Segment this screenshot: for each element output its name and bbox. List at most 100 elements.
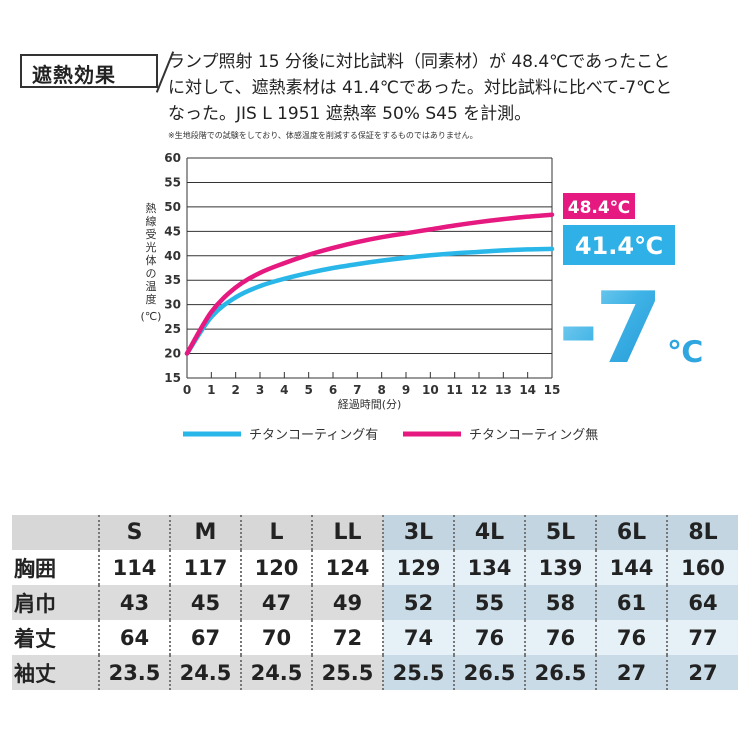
- size-value-cell: 76: [453, 620, 525, 655]
- size-row-label: 着丈: [14, 626, 56, 651]
- disclaimer-note: ※生地段階での試験をしており、体感温度を削減する保証をするものではありません。: [168, 131, 478, 140]
- y-tick-label: 60: [164, 151, 181, 165]
- description-line: に対して、遮熱素材は 41.4℃であった。対比試料に比べて-7℃と: [168, 78, 673, 98]
- description-line: ランプ照射 15 分後に対比試料（同素材）が 48.4℃であったこと: [168, 52, 671, 72]
- description-line: なった。JIS L 1951 遮熱率 50% S45 を計測。: [168, 104, 532, 124]
- x-tick-label: 5: [304, 383, 312, 397]
- badge-label: 遮熱効果: [32, 63, 116, 87]
- size-value-cell: 27: [666, 655, 738, 690]
- y-axis-title-char: 受: [146, 228, 157, 241]
- series-line-coated: [184, 246, 555, 356]
- size-value-cell: 58: [524, 585, 596, 620]
- y-axis-title-char: 熱: [146, 202, 157, 215]
- y-tick-label: 55: [164, 175, 181, 189]
- x-tick-label: 14: [519, 383, 536, 397]
- size-header-cell: 8L: [666, 515, 738, 550]
- size-row: 袖丈 23.5 24.5 24.5 25.5 25.5 26.5 26.5 27 27: [12, 655, 738, 690]
- y-axis-title-char: 体: [146, 253, 157, 267]
- size-header-cell: 5L: [524, 515, 596, 550]
- description: ランプ照射 15 分後に対比試料（同素材）が 48.4℃であったこと に対して、…: [168, 49, 743, 127]
- size-value-cell: 24.5: [240, 655, 312, 690]
- y-axis-title-char: 度: [146, 292, 157, 306]
- y-axis-title-char: 線: [146, 214, 157, 228]
- size-header-cell: 4L: [453, 515, 525, 550]
- x-tick-label: 15: [544, 383, 561, 397]
- size-value-cell: 139: [524, 550, 596, 585]
- size-value-cell: 52: [382, 585, 454, 620]
- x-tick-label: 3: [256, 383, 264, 397]
- x-tick-label: 8: [377, 383, 385, 397]
- size-row-label: 袖丈: [14, 661, 56, 686]
- size-value-cell: 74: [382, 620, 454, 655]
- y-tick-label: 45: [164, 224, 181, 238]
- size-value-cell: 134: [453, 550, 525, 585]
- size-value-cell: 67: [169, 620, 241, 655]
- size-value-cell: 64: [666, 585, 738, 620]
- diff-value: -7: [558, 272, 659, 386]
- x-tick-label: 4: [280, 383, 288, 397]
- size-value-cell: 26.5: [524, 655, 596, 690]
- x-tick-label: 12: [471, 383, 488, 397]
- size-value-cell: 45: [169, 585, 241, 620]
- size-value-cell: 144: [595, 550, 667, 585]
- size-value-cell: 25.5: [382, 655, 454, 690]
- size-header-cell: 3L: [382, 515, 454, 550]
- size-header-cell: LL: [311, 515, 383, 550]
- x-tick-label: 7: [353, 383, 361, 397]
- y-tick-label: 50: [164, 200, 181, 214]
- diff-unit: ℃: [667, 335, 703, 370]
- y-tick-label: 30: [164, 298, 181, 312]
- y-axis-title-char: 光: [146, 240, 157, 254]
- size-value-cell: 27: [595, 655, 667, 690]
- size-value-cell: 47: [240, 585, 312, 620]
- y-tick-label: 35: [164, 273, 181, 287]
- y-tick-label: 15: [164, 371, 181, 385]
- x-tick-label: 1: [207, 383, 215, 397]
- size-header-cell: L: [240, 515, 312, 550]
- size-row: 着丈 64 67 70 72 74 76 76 76 77: [12, 620, 738, 655]
- size-value-cell: 124: [311, 550, 383, 585]
- size-header-cell: 6L: [595, 515, 667, 550]
- hot-temp-badge: [563, 193, 635, 219]
- header-corner: [12, 515, 99, 550]
- size-value-cell: 114: [98, 550, 170, 585]
- x-tick-label: 11: [446, 383, 463, 397]
- size-header-cell: M: [169, 515, 241, 550]
- size-row-label: 肩巾: [14, 591, 56, 616]
- series-line-uncoated: [184, 212, 555, 356]
- size-table: S M L LL 3L 4L 5L 6L 8L 胸囲 114 117 120 124 129 134 139 1…: [12, 515, 738, 690]
- y-axis-unit: (℃): [141, 310, 162, 323]
- cool-temp-label: 41.4℃: [575, 232, 663, 260]
- size-row: 胸囲 114 117 120 124 129 134 139 144 160: [12, 550, 738, 585]
- size-value-cell: 64: [98, 620, 170, 655]
- legend-label: チタンコーティング無: [469, 428, 598, 443]
- y-tick-label: 40: [164, 249, 181, 263]
- size-value-cell: 72: [311, 620, 383, 655]
- y-tick-label: 20: [164, 347, 181, 361]
- hot-temp-label: 48.4℃: [568, 198, 631, 218]
- size-value-cell: 26.5: [453, 655, 525, 690]
- x-tick-label: 0: [183, 383, 191, 397]
- x-tick-label: 10: [422, 383, 439, 397]
- x-tick-label: 13: [495, 383, 512, 397]
- size-value-cell: 76: [595, 620, 667, 655]
- legend-label: チタンコーティング有: [249, 428, 378, 443]
- size-value-cell: 160: [666, 550, 738, 585]
- x-tick-label: 2: [231, 383, 239, 397]
- size-value-cell: 49: [311, 585, 383, 620]
- size-value-cell: 120: [240, 550, 312, 585]
- y-axis-title-char: 温: [146, 280, 157, 293]
- size-value-cell: 55: [453, 585, 525, 620]
- size-value-cell: 61: [595, 585, 667, 620]
- size-value-cell: 70: [240, 620, 312, 655]
- x-tick-label: 6: [329, 383, 337, 397]
- x-tick-label: 9: [402, 383, 410, 397]
- size-value-cell: 25.5: [311, 655, 383, 690]
- size-value-cell: 129: [382, 550, 454, 585]
- size-header-cell: S: [98, 515, 170, 550]
- y-tick-label: 25: [164, 322, 181, 336]
- section-badge: 遮熱効果: [20, 51, 175, 93]
- size-value-cell: 76: [524, 620, 596, 655]
- size-value-cell: 24.5: [169, 655, 241, 690]
